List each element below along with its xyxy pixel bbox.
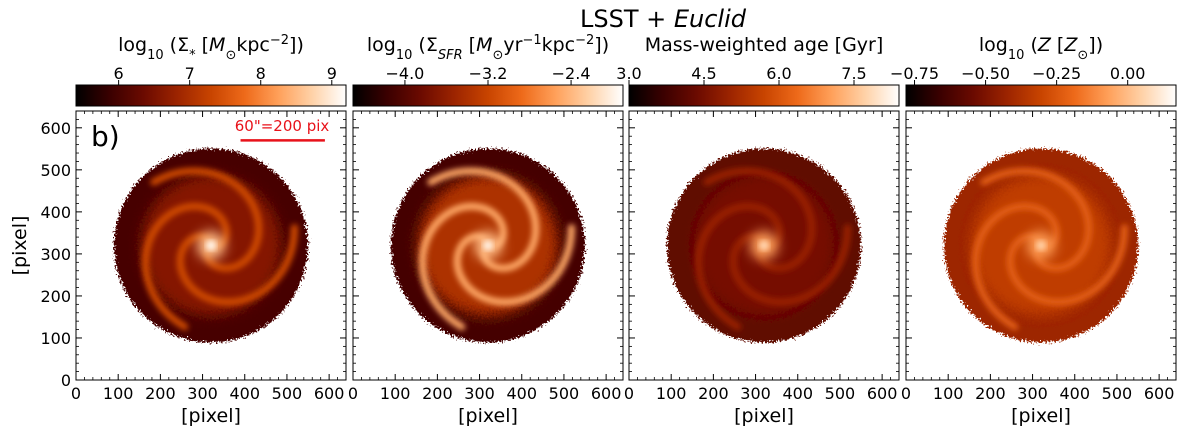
- galaxy-bulge: [759, 240, 769, 251]
- y-axis-label: [pixel]: [9, 216, 31, 276]
- x-tick-label: 400: [506, 384, 537, 403]
- x-axis-label: [pixel]: [734, 405, 794, 427]
- spiral-arm: [1006, 224, 1128, 306]
- spiral-arm: [427, 167, 540, 272]
- image-axes: 0 100 200 300 400 500 600 [pixel]: [348, 110, 624, 427]
- colorbar-tick-label: 4.5: [691, 64, 716, 83]
- spiral-arm: [453, 224, 575, 306]
- x-tick-label: 400: [1059, 384, 1090, 403]
- spiral-arm: [729, 224, 851, 306]
- y-tick-label: 200: [40, 287, 71, 306]
- colorbar-tick-label: 6: [114, 64, 124, 83]
- colorbar: [628, 84, 900, 107]
- colorbar: [905, 84, 1177, 107]
- x-tick-label: 0: [71, 384, 81, 403]
- spiral-arm: [418, 202, 507, 331]
- x-tick-label: 100: [933, 384, 964, 403]
- x-tick-label: 400: [229, 384, 260, 403]
- colorbar-tick-label: 7.5: [841, 64, 866, 83]
- x-tick-label: 500: [549, 384, 580, 403]
- x-tick-label: 300: [1017, 384, 1048, 403]
- x-tick-label: 100: [380, 384, 411, 403]
- colorbar-tick-label: 6.0: [766, 64, 791, 83]
- colorbar-tick-label: −3.2: [469, 64, 508, 83]
- colorbar-label: log10 (Σ* [M⊙kpc−2]): [118, 33, 304, 63]
- x-tick-label: 300: [187, 384, 218, 403]
- panel-3: Mass-weighted age [Gyr]3.0 4.5 6.0 7.5 0 100 2…: [616, 34, 900, 427]
- galaxy-bulge: [206, 240, 216, 251]
- x-tick-label: 600: [867, 384, 898, 403]
- y-tick-label: 500: [40, 161, 71, 180]
- image-axes: 0 100 200 300 400 500 600 0 100 200 300 400 500 600 [p…: [9, 110, 347, 427]
- image-axes: 0 100 200 300 400 500 600 [pixel]: [901, 110, 1177, 427]
- y-tick-label: 600: [40, 119, 71, 138]
- figure-title: LSST + Euclid: [580, 5, 747, 33]
- x-tick-label: 0: [901, 384, 911, 403]
- x-tick-label: 100: [656, 384, 687, 403]
- colorbar-tick-label: −2.4: [552, 64, 591, 83]
- y-tick-label: 100: [40, 329, 71, 348]
- spiral-arm: [141, 202, 230, 331]
- colorbar-tick-label: 0.00: [1110, 64, 1146, 83]
- y-tick-label: 400: [40, 203, 71, 222]
- x-tick-label: 600: [314, 384, 345, 403]
- x-tick-label: 500: [825, 384, 856, 403]
- spiral-arm: [694, 202, 783, 331]
- galaxy-bulge: [483, 240, 493, 251]
- colorbar-tick-label: −0.50: [961, 64, 1010, 83]
- colorbar-tick-label: 3.0: [616, 64, 641, 83]
- x-tick-label: 300: [464, 384, 495, 403]
- colorbar-label: log10 (Z [Z⊙]): [979, 34, 1103, 63]
- spiral-arm: [703, 167, 816, 272]
- colorbar-tick-label: −0.75: [890, 64, 939, 83]
- colorbar-tick-label: −0.25: [1032, 64, 1081, 83]
- spiral-arm: [150, 167, 263, 272]
- spiral-arm: [176, 224, 298, 306]
- y-tick-label: 300: [40, 245, 71, 264]
- colorbar: [352, 84, 624, 107]
- x-tick-label: 500: [1102, 384, 1133, 403]
- galaxy-bulge: [1036, 240, 1046, 251]
- x-tick-label: 0: [624, 384, 634, 403]
- x-tick-label: 0: [348, 384, 358, 403]
- x-axis-label: [pixel]: [181, 405, 241, 427]
- x-tick-label: 600: [1144, 384, 1175, 403]
- panel-4: log10 (Z [Z⊙]) −0.75 −0.50 −0.25 0.00 0 100 200…: [890, 34, 1177, 427]
- x-tick-label: 600: [591, 384, 622, 403]
- x-tick-label: 400: [782, 384, 813, 403]
- colorbar-label: log10 (ΣSFR [M⊙yr−1kpc−2]): [367, 33, 609, 63]
- panels: log10 (Σ* [M⊙kpc−2])6 7 8 9 0 100 200 300 400 500…: [9, 33, 1177, 427]
- x-axis-label: [pixel]: [1011, 405, 1071, 427]
- x-tick-label: 200: [698, 384, 729, 403]
- colorbar-tick-label: 9: [327, 64, 337, 83]
- image-axes: 0 100 200 300 400 500 600 [pixel]: [624, 110, 900, 427]
- colorbar-tick-label: 7: [185, 64, 195, 83]
- x-tick-label: 100: [103, 384, 134, 403]
- colorbar-label: Mass-weighted age [Gyr]: [645, 34, 884, 56]
- panel-2: log10 (ΣSFR [M⊙yr−1kpc−2])−4.0 −3.2 −2.4 0 1…: [348, 33, 624, 427]
- y-tick-label: 0: [61, 371, 71, 390]
- x-tick-label: 300: [740, 384, 771, 403]
- spiral-arm: [980, 167, 1093, 272]
- x-tick-label: 200: [975, 384, 1006, 403]
- x-tick-label: 200: [422, 384, 453, 403]
- x-tick-label: 500: [272, 384, 303, 403]
- panel-label: b): [91, 120, 120, 153]
- colorbar-tick-label: −4.0: [385, 64, 424, 83]
- colorbar: [75, 84, 347, 107]
- panel-1: log10 (Σ* [M⊙kpc−2])6 7 8 9 0 100 200 300 400 500…: [9, 33, 347, 427]
- x-axis-label: [pixel]: [458, 405, 518, 427]
- scalebar-label: 60"=200 pix: [235, 117, 330, 135]
- colorbar-tick-label: 8: [256, 64, 266, 83]
- spiral-arm: [971, 202, 1060, 331]
- x-tick-label: 200: [145, 384, 176, 403]
